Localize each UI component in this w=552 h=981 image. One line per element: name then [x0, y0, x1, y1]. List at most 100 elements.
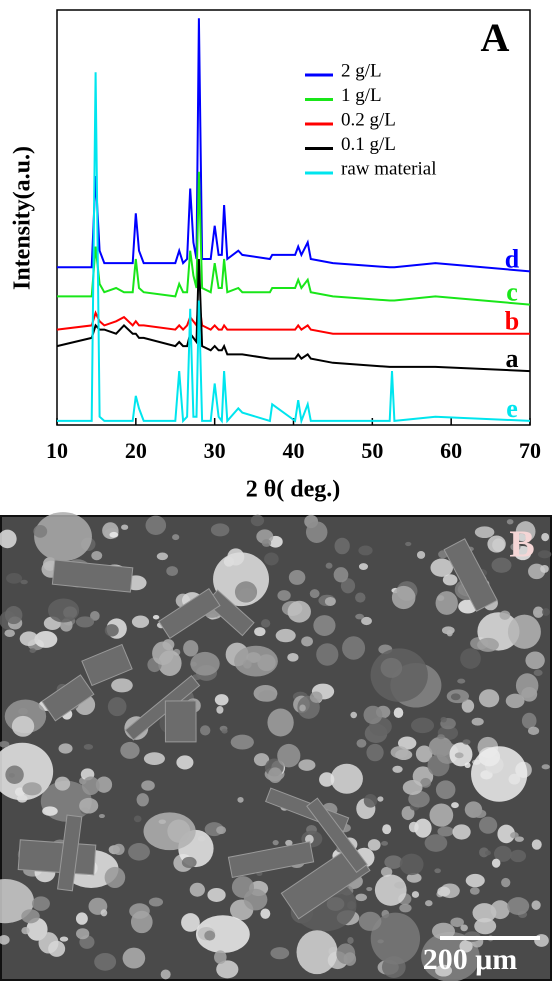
- grain: [305, 521, 328, 543]
- grain: [0, 740, 10, 748]
- curve-label: c: [506, 278, 518, 307]
- grain: [94, 952, 117, 971]
- grain: [401, 806, 415, 821]
- grain: [107, 697, 127, 717]
- grain: [541, 764, 550, 770]
- crystal: [443, 538, 498, 612]
- grain: [172, 534, 180, 541]
- grain: [296, 930, 338, 975]
- grain: [334, 537, 350, 555]
- grain: [195, 915, 250, 954]
- grain: [402, 780, 423, 795]
- grain: [91, 551, 103, 561]
- grain: [112, 843, 125, 856]
- x-tick-label: 20: [125, 438, 147, 463]
- data-line: [56, 300, 530, 335]
- grain: [104, 866, 126, 889]
- grain: [34, 630, 58, 648]
- grain: [414, 818, 432, 838]
- grain: [350, 711, 358, 719]
- grain: [540, 564, 549, 573]
- grain: [472, 903, 497, 923]
- grain: [22, 782, 42, 796]
- curve-label: d: [505, 244, 520, 273]
- curve-label: e: [506, 394, 518, 423]
- grain: [309, 589, 320, 599]
- grain: [90, 610, 100, 621]
- grain: [355, 592, 366, 603]
- grain: [405, 541, 412, 547]
- grain: [160, 969, 171, 980]
- grain: [343, 952, 357, 966]
- grain: [190, 651, 220, 676]
- grain: [260, 908, 271, 919]
- curve-label: a: [506, 344, 519, 373]
- grain: [450, 917, 464, 928]
- grain: [510, 832, 519, 839]
- grain: [440, 716, 447, 723]
- grain: [491, 557, 512, 573]
- grain: [5, 765, 24, 784]
- grain: [31, 896, 50, 911]
- grain: [120, 741, 140, 759]
- grain: [176, 755, 194, 770]
- grain: [29, 648, 36, 653]
- grain: [152, 641, 174, 666]
- grain: [340, 578, 356, 594]
- grain: [370, 648, 428, 702]
- grain: [4, 606, 23, 625]
- grain: [415, 745, 433, 763]
- grain: [95, 776, 113, 793]
- grain: [457, 678, 466, 684]
- grain: [111, 678, 133, 693]
- x-tick-label: 10: [46, 438, 68, 463]
- grain: [76, 928, 90, 940]
- data-line: [57, 18, 531, 273]
- grain: [214, 694, 229, 706]
- grain: [510, 849, 527, 863]
- grain: [272, 839, 279, 846]
- grain: [21, 926, 30, 935]
- grain: [450, 693, 461, 701]
- grain: [462, 739, 471, 745]
- crystal: [41, 674, 95, 722]
- panel-label: B: [509, 524, 534, 566]
- grain: [75, 912, 88, 925]
- grain: [100, 909, 108, 917]
- legend-label: 2 g/L: [341, 60, 382, 81]
- grain: [81, 776, 100, 796]
- legend-label: raw material: [341, 158, 436, 179]
- grain: [384, 855, 403, 869]
- grain: [0, 529, 17, 549]
- grain: [460, 924, 468, 932]
- grain: [11, 715, 35, 737]
- grain: [325, 562, 333, 569]
- grain: [104, 624, 119, 637]
- grain: [298, 759, 316, 771]
- grain: [416, 551, 426, 559]
- grain: [299, 704, 306, 712]
- grain: [190, 661, 197, 667]
- grain: [424, 834, 448, 852]
- grain: [143, 812, 196, 851]
- grain: [42, 806, 58, 816]
- grain: [156, 552, 169, 561]
- grain: [494, 845, 512, 862]
- grain: [313, 615, 336, 636]
- grain: [521, 712, 537, 729]
- grain: [532, 606, 544, 618]
- grain: [79, 797, 99, 814]
- x-tick-label: 30: [204, 438, 226, 463]
- grain: [309, 691, 323, 703]
- grain: [264, 552, 279, 566]
- grain: [452, 824, 471, 840]
- grain: [355, 893, 367, 902]
- grain: [411, 717, 435, 734]
- grain: [381, 840, 389, 846]
- grain: [260, 619, 271, 628]
- grain: [83, 744, 94, 750]
- x-tick-label: 70: [519, 438, 541, 463]
- grain: [420, 777, 432, 788]
- grain: [277, 743, 301, 768]
